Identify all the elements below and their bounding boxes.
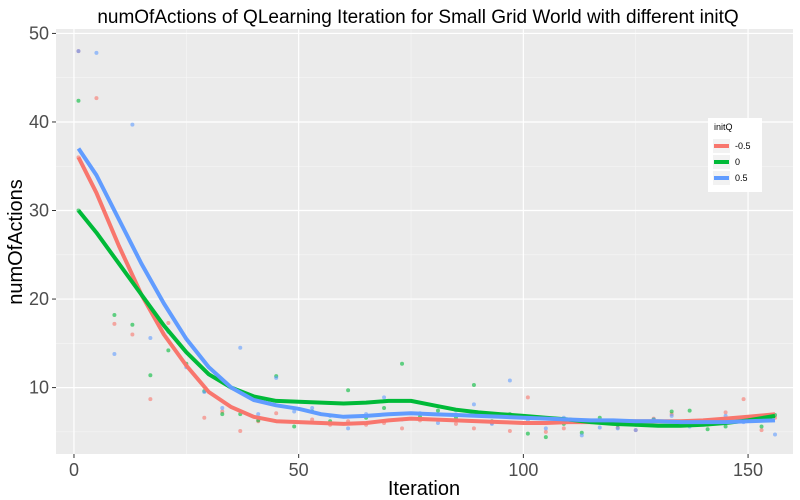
data-point bbox=[435, 421, 440, 426]
data-point bbox=[94, 50, 99, 55]
smooth-lines bbox=[76, 147, 776, 428]
grid-lines bbox=[56, 29, 793, 454]
data-point bbox=[346, 426, 351, 431]
x-axis-title: Iteration bbox=[388, 478, 460, 500]
x-tick-label: 0 bbox=[69, 460, 79, 480]
legend-title: initQ bbox=[714, 122, 733, 132]
data-point bbox=[130, 332, 135, 337]
data-point bbox=[292, 424, 297, 429]
x-tick-label: 150 bbox=[733, 460, 763, 480]
data-point bbox=[669, 413, 674, 418]
smooth-line bbox=[76, 209, 776, 428]
data-point bbox=[741, 397, 746, 402]
chart-title: numOfActions of QLearning Iteration for … bbox=[97, 7, 738, 28]
data-point bbox=[202, 390, 207, 395]
data-point bbox=[723, 424, 728, 429]
data-point bbox=[382, 395, 387, 400]
data-point bbox=[507, 428, 512, 433]
data-point bbox=[94, 96, 99, 101]
y-tick-label: 40 bbox=[29, 112, 49, 132]
y-tick-label: 20 bbox=[29, 289, 49, 309]
legend-label: 0.5 bbox=[735, 173, 748, 183]
y-tick-label: 50 bbox=[29, 23, 49, 43]
data-point bbox=[256, 412, 261, 417]
data-point bbox=[759, 424, 764, 429]
data-point bbox=[166, 348, 171, 353]
data-point bbox=[723, 410, 728, 415]
data-point bbox=[274, 375, 279, 380]
data-point bbox=[130, 122, 135, 127]
data-point bbox=[112, 312, 117, 317]
data-point bbox=[292, 409, 297, 414]
data-point bbox=[579, 433, 584, 438]
data-point bbox=[382, 405, 387, 410]
data-point bbox=[310, 405, 315, 410]
data-point bbox=[561, 426, 566, 431]
data-point bbox=[633, 428, 638, 433]
data-point bbox=[220, 412, 225, 417]
data-point bbox=[705, 427, 710, 432]
data-point bbox=[310, 417, 315, 422]
y-tick-label: 10 bbox=[29, 378, 49, 398]
data-point bbox=[400, 426, 405, 431]
data-point bbox=[471, 402, 476, 407]
data-point bbox=[453, 421, 458, 426]
data-point bbox=[759, 428, 764, 433]
smooth-line bbox=[76, 147, 776, 425]
legend-label: -0.5 bbox=[735, 141, 751, 151]
data-point bbox=[346, 388, 351, 393]
legend-items: -0.5 0 0.5 bbox=[713, 139, 751, 185]
data-point bbox=[274, 411, 279, 416]
data-point bbox=[687, 408, 692, 413]
data-point bbox=[543, 426, 548, 431]
data-point bbox=[166, 320, 171, 325]
data-point bbox=[525, 431, 530, 436]
data-point bbox=[597, 425, 602, 430]
legend-label: 0 bbox=[735, 157, 740, 167]
data-point bbox=[130, 322, 135, 327]
data-point bbox=[238, 345, 243, 350]
data-point bbox=[112, 351, 117, 356]
data-point bbox=[471, 426, 476, 431]
y-axis-title: numOfActions bbox=[5, 179, 27, 305]
data-point bbox=[507, 378, 512, 383]
data-point bbox=[148, 336, 153, 341]
y-tick-label: 30 bbox=[29, 201, 49, 221]
data-point bbox=[148, 397, 153, 402]
data-point bbox=[525, 395, 530, 400]
data-point bbox=[773, 432, 778, 437]
data-point bbox=[669, 409, 674, 414]
axis-ticks: 0 50 100 150 10 20 30 40 50 bbox=[29, 23, 763, 480]
x-tick-label: 50 bbox=[289, 460, 309, 480]
data-point bbox=[76, 49, 81, 54]
data-point bbox=[202, 415, 207, 420]
plot-panel bbox=[56, 29, 793, 454]
data-point bbox=[471, 382, 476, 387]
data-point bbox=[435, 408, 440, 413]
data-point bbox=[543, 435, 548, 440]
data-point bbox=[238, 428, 243, 433]
x-tick-label: 100 bbox=[508, 460, 538, 480]
data-point bbox=[76, 98, 81, 103]
data-point bbox=[615, 426, 620, 431]
data-point bbox=[148, 373, 153, 378]
legend: initQ -0.5 0 0.5 bbox=[708, 118, 762, 192]
data-point bbox=[220, 405, 225, 410]
data-point bbox=[543, 429, 548, 434]
data-point bbox=[400, 361, 405, 366]
data-point bbox=[112, 321, 117, 326]
